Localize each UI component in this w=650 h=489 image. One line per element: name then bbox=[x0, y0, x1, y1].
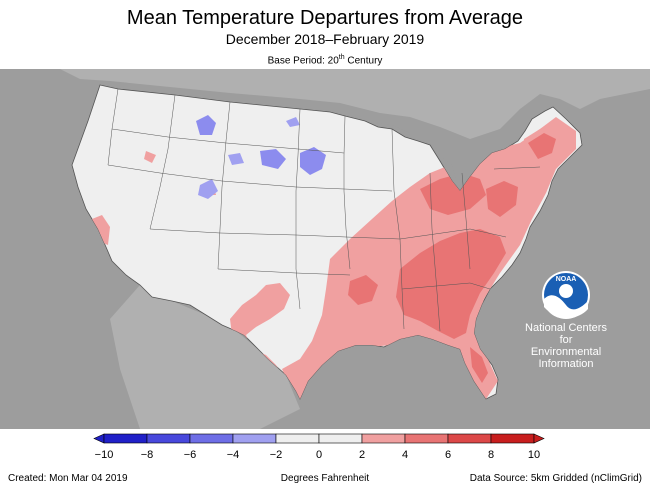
legend-arrow-high bbox=[533, 433, 545, 444]
legend-bin bbox=[103, 433, 148, 444]
legend-bin bbox=[232, 433, 277, 444]
legend-tick-label: −10 bbox=[95, 449, 114, 461]
legend-bin bbox=[447, 433, 492, 444]
legend-tick-label: 10 bbox=[528, 449, 540, 461]
cool-region-south-dakota bbox=[300, 147, 326, 175]
data-source: Data Source: 5km Gridded (nClimGrid) bbox=[469, 473, 642, 484]
legend-tick-label: 6 bbox=[445, 449, 451, 461]
legend-bin bbox=[318, 433, 363, 444]
legend-tick-label: −8 bbox=[141, 449, 154, 461]
legend-arrow-low bbox=[93, 433, 105, 444]
cool-region-montana bbox=[196, 115, 216, 135]
base-period-label: Base Period: 20th Century bbox=[267, 54, 383, 67]
state-boundaries bbox=[107, 88, 541, 332]
legend-tick-label: 4 bbox=[402, 449, 408, 461]
map-subtitle: December 2018–February 2019 bbox=[225, 31, 425, 47]
legend-bin bbox=[189, 433, 234, 444]
legend-bin bbox=[361, 433, 406, 444]
legend-tick-label: 8 bbox=[488, 449, 494, 461]
warm-region-west bbox=[92, 151, 216, 245]
legend-tick-label: 2 bbox=[359, 449, 365, 461]
agency-label: National Centers for Environmental Infor… bbox=[520, 322, 612, 370]
agency-line-2: Environmental bbox=[530, 346, 602, 358]
legend-tick-label: −4 bbox=[227, 449, 240, 461]
warm-core-south bbox=[348, 275, 378, 305]
color-legend: −10 −8 −6 −4 −2 0 2 4 6 8 10 bbox=[93, 433, 545, 461]
map-title: Mean Temperature Departures from Average bbox=[126, 7, 524, 29]
legend-tick-label: −6 bbox=[184, 449, 197, 461]
legend-tick-label: 0 bbox=[316, 449, 322, 461]
created-date: Created: Mon Mar 04 2019 bbox=[8, 473, 128, 484]
warm-core-midatlantic bbox=[486, 181, 518, 217]
units-label: Degrees Fahrenheit bbox=[280, 473, 370, 484]
warm-core-northeast bbox=[528, 133, 556, 159]
legend-bin bbox=[275, 433, 320, 444]
anomaly-fields bbox=[92, 115, 576, 399]
temperature-departure-map: NOAA bbox=[0, 69, 650, 429]
svg-text:NOAA: NOAA bbox=[556, 276, 577, 283]
agency-line-3: Information bbox=[538, 358, 594, 370]
cool-region-north-dakota bbox=[260, 149, 286, 169]
legend-tick-label: −2 bbox=[270, 449, 283, 461]
mexico-land bbox=[110, 285, 300, 429]
legend-bin bbox=[404, 433, 449, 444]
warm-core-florida bbox=[470, 347, 488, 383]
legend-bin bbox=[146, 433, 191, 444]
noaa-logo-icon: NOAA bbox=[542, 271, 590, 319]
cool-region-wyoming bbox=[198, 117, 300, 199]
neighboring-land bbox=[60, 69, 650, 139]
legend-bin bbox=[490, 433, 535, 444]
warm-core-southeast bbox=[396, 229, 506, 339]
warm-core-ohio bbox=[420, 173, 486, 215]
agency-line-1: National Centers for bbox=[525, 322, 607, 346]
